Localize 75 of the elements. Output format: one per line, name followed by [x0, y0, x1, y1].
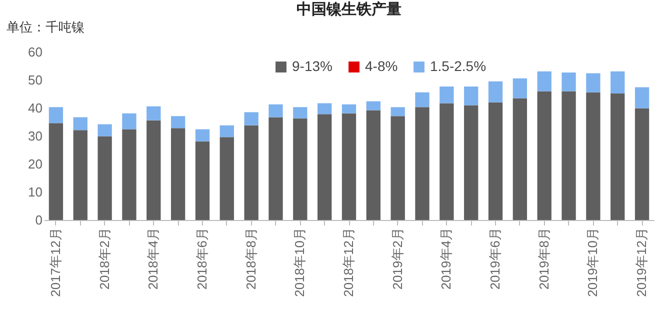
bar: [440, 86, 454, 104]
bar: [244, 125, 258, 220]
bar: [488, 81, 503, 102]
x-tick-label: 2018年4月: [146, 228, 161, 290]
legend-label: 1.5-2.5%: [430, 58, 486, 74]
bar: [634, 87, 650, 108]
x-tick-label: 2018年6月: [194, 228, 210, 290]
x-tick-label: 2018年12月: [341, 228, 356, 297]
y-tick-label: 60: [28, 44, 42, 60]
bar: [562, 91, 576, 220]
chart-title: 中国镍生铁产量: [296, 1, 402, 18]
bar: [98, 124, 112, 136]
bar: [366, 101, 380, 110]
bar: [610, 93, 625, 220]
bar: [488, 102, 503, 220]
y-tick-label: 50: [28, 72, 42, 88]
x-tick-label: 2018年8月: [243, 228, 258, 290]
bar: [244, 112, 258, 126]
bar: [318, 114, 332, 220]
bar: [342, 104, 356, 114]
bar: [366, 110, 380, 220]
x-tick-label: 2019年10月: [585, 228, 600, 297]
bar: [537, 71, 552, 92]
bar: [73, 117, 88, 130]
bar: [122, 129, 136, 220]
x-tick-label: 2019年6月: [488, 228, 503, 290]
bar: [415, 107, 430, 220]
bar: [537, 91, 552, 220]
bar: [512, 78, 528, 98]
bar: [293, 107, 308, 118]
bar: [195, 141, 210, 220]
x-tick-label: 2019年4月: [438, 228, 454, 290]
legend-label: 4-8%: [365, 58, 398, 74]
bar: [146, 120, 161, 220]
bar: [390, 116, 405, 220]
bar: [512, 98, 528, 220]
x-tick-label: 2018年2月: [96, 228, 112, 290]
bar: [170, 116, 186, 128]
legend-label: 9-13%: [292, 58, 332, 74]
y-tick-label: 10: [28, 184, 42, 200]
x-tick-label: 2019年2月: [390, 228, 405, 290]
bar: [98, 136, 112, 220]
bar: [48, 107, 64, 124]
bar: [440, 103, 454, 220]
bar: [195, 129, 210, 142]
bar: [220, 125, 234, 138]
bar: [146, 106, 161, 120]
bar: [586, 73, 600, 92]
bar: [318, 103, 332, 114]
bar: [464, 105, 478, 220]
y-tick-label: 20: [28, 156, 42, 172]
x-tick-label: 2018年10月: [292, 228, 308, 297]
bar: [122, 113, 136, 130]
bar: [220, 137, 234, 220]
y-tick-label: 30: [28, 128, 42, 144]
bar: [48, 123, 64, 220]
bar: [634, 108, 650, 220]
bar: [170, 128, 186, 220]
bar: [464, 86, 478, 106]
bar: [415, 92, 430, 108]
bar: [293, 118, 308, 220]
bar: [73, 130, 88, 220]
y-tick-label: 0: [35, 212, 42, 228]
bar: [268, 117, 283, 220]
y-axis-title: 单位：千吨镍: [6, 20, 84, 34]
y-tick-label: 40: [28, 100, 42, 116]
x-tick-label: 2017年12月: [48, 228, 63, 297]
bar: [390, 107, 405, 116]
bar: [342, 113, 356, 220]
bar: [268, 104, 283, 118]
x-tick-label: 2019年12月: [634, 228, 650, 297]
x-tick-label: 2019年8月: [536, 228, 552, 290]
bar: [586, 92, 600, 220]
bar: [562, 72, 576, 92]
bar: [610, 71, 625, 94]
